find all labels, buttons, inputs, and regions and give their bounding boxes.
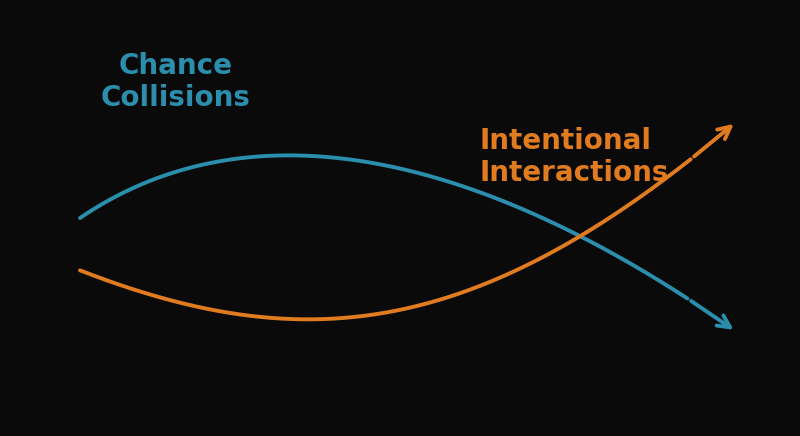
Text: Intentional
Interactions: Intentional Interactions [480, 127, 670, 187]
Text: Chance
Collisions: Chance Collisions [101, 52, 251, 112]
